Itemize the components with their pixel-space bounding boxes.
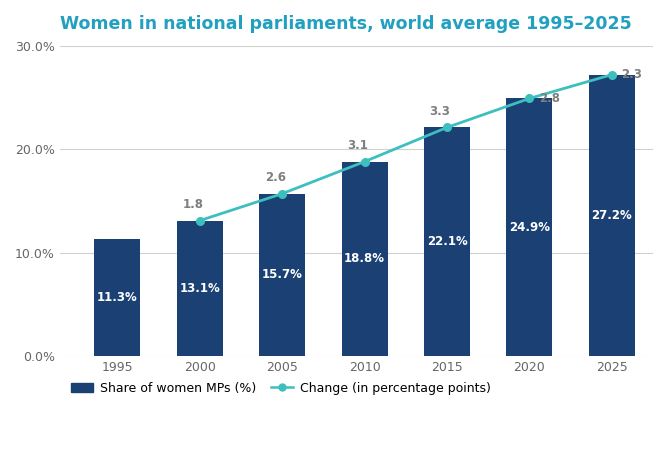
Text: 2.3: 2.3 — [621, 68, 643, 81]
Text: 3.1: 3.1 — [347, 139, 368, 152]
Text: 2.8: 2.8 — [539, 92, 560, 105]
Text: 11.3%: 11.3% — [97, 291, 138, 304]
Bar — [589, 75, 635, 356]
Text: 13.1%: 13.1% — [180, 282, 220, 295]
Text: 2.6: 2.6 — [265, 171, 286, 184]
Text: 1.8: 1.8 — [182, 198, 203, 211]
Text: Women in national parliaments, world average 1995–2025: Women in national parliaments, world ave… — [59, 15, 631, 33]
Text: 22.1%: 22.1% — [427, 235, 468, 248]
Legend: Share of women MPs (%), Change (in percentage points): Share of women MPs (%), Change (in perce… — [66, 376, 496, 400]
Text: 18.8%: 18.8% — [344, 252, 385, 265]
Text: 3.3: 3.3 — [430, 105, 450, 118]
Bar — [341, 162, 387, 356]
Bar — [506, 98, 552, 356]
Bar — [424, 127, 470, 356]
Text: 15.7%: 15.7% — [262, 268, 303, 281]
Text: 27.2%: 27.2% — [591, 209, 632, 222]
Text: 24.9%: 24.9% — [509, 221, 550, 234]
Bar — [177, 221, 223, 356]
Bar — [259, 194, 305, 356]
Bar — [94, 239, 140, 356]
